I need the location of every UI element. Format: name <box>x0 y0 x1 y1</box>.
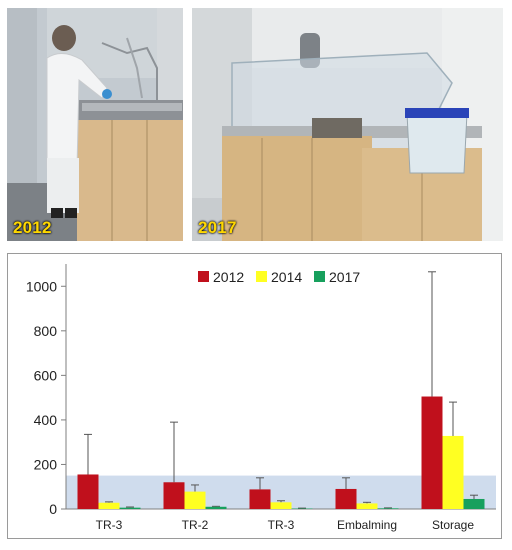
x-category-label: TR-2 <box>182 518 209 532</box>
x-category-label: TR-3 <box>96 518 123 532</box>
legend-swatch-2012 <box>198 271 209 282</box>
photo-year-label-2012: 2012 <box>13 218 52 237</box>
bar-2017-1 <box>205 506 227 509</box>
y-tick-label: 600 <box>34 367 58 383</box>
bar-2012-4 <box>421 396 443 509</box>
y-tick-label: 0 <box>49 501 57 517</box>
lab-photo-2017-illustration <box>192 8 503 241</box>
bar-2017-0 <box>119 507 141 509</box>
legend-swatch-2017 <box>314 271 325 282</box>
bar-2017-4 <box>463 498 485 509</box>
bar-2012-2 <box>249 489 271 509</box>
photo-2017: 2017 <box>192 8 503 241</box>
bar-2014-2 <box>270 502 292 509</box>
y-tick-label: 800 <box>34 323 58 339</box>
photo-year-label-2017: 2017 <box>198 218 237 237</box>
bar-2012-0 <box>77 474 99 509</box>
x-category-label: Embalming <box>337 518 397 532</box>
bar-chart-panel: 0 200 400 600 800 1000 TR-3 TR-2 TR-3 Embalming St… <box>7 253 502 539</box>
y-tick-label: 200 <box>34 456 58 472</box>
photo-2012: 2012 <box>7 8 183 241</box>
x-category-label: TR-3 <box>268 518 295 532</box>
y-tick-label: 1000 <box>26 278 57 294</box>
bar-chart: 0 200 400 600 800 1000 TR-3 TR-2 TR-3 Embalming St… <box>26 264 496 532</box>
bar-2014-1 <box>184 491 206 509</box>
legend-label: 2017 <box>329 269 360 285</box>
bar-2014-3 <box>356 503 378 509</box>
bar-2017-3 <box>377 508 399 509</box>
bar-2014-0 <box>98 502 120 509</box>
bar-2012-1 <box>163 482 185 509</box>
y-tick-label: 400 <box>34 412 58 428</box>
legend-label: 2012 <box>213 269 244 285</box>
legend-label: 2014 <box>271 269 302 285</box>
x-category-label: Storage <box>432 518 474 532</box>
bar-2014-4 <box>442 435 464 509</box>
legend-swatch-2014 <box>256 271 267 282</box>
bar-2012-3 <box>335 488 357 509</box>
lab-photo-2012-illustration <box>7 8 183 241</box>
